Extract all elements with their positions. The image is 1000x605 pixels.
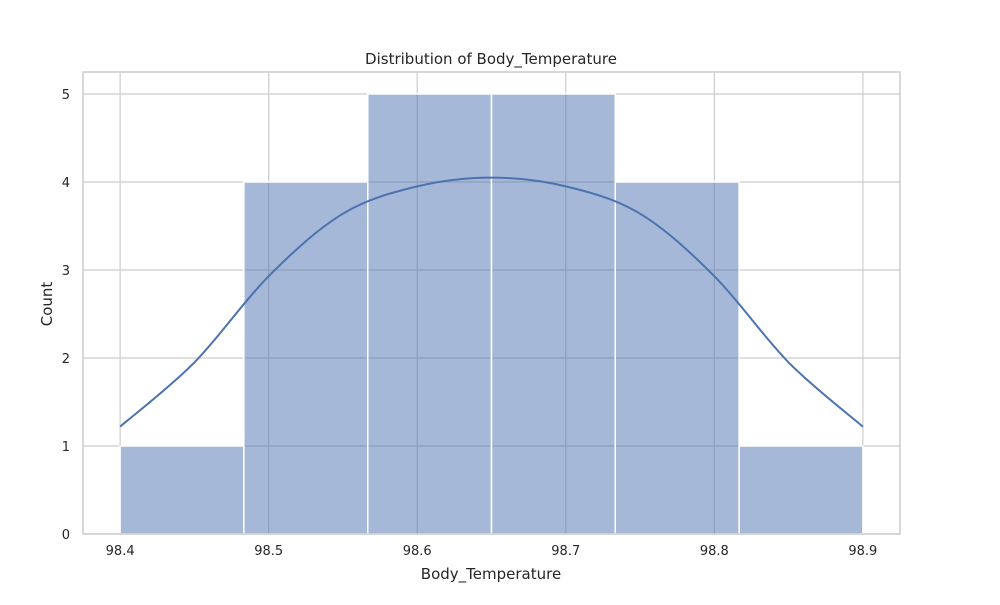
y-tick-label: 1 <box>62 440 70 455</box>
y-tick-label: 3 <box>62 264 70 279</box>
tick-labels: 98.4 98.5 98.6 98.7 98.8 98.9 0 1 2 3 4 5 <box>62 88 878 559</box>
kde-curve-layer <box>119 176 864 428</box>
histogram-bar-6 <box>738 445 864 535</box>
y-tick-label: 0 <box>62 528 70 543</box>
x-tick-label: 98.8 <box>700 544 729 559</box>
x-tick-label: 98.6 <box>403 544 432 559</box>
y-axis-title: Count <box>38 282 56 327</box>
histogram-bar-5 <box>614 181 740 535</box>
y-tick-label: 2 <box>62 352 70 367</box>
x-tick-label: 98.4 <box>106 544 135 559</box>
y-tick-label: 5 <box>62 88 70 103</box>
x-tick-label: 98.5 <box>254 544 283 559</box>
histogram-bars <box>119 93 864 535</box>
histogram-bar-3 <box>367 93 493 535</box>
x-axis-title: Body_Temperature <box>421 565 561 584</box>
x-tick-label: 98.7 <box>551 544 580 559</box>
x-tick-label: 98.9 <box>848 544 877 559</box>
chart-title: Distribution of Body_Temperature <box>365 50 617 69</box>
kde-curve <box>119 176 864 428</box>
y-tick-label: 4 <box>62 176 70 191</box>
histogram-bar-4 <box>490 93 616 535</box>
histogram-bar-1 <box>119 445 245 535</box>
histogram-bar-2 <box>243 181 369 535</box>
axes-frame <box>82 71 901 535</box>
plot-frame <box>82 71 901 535</box>
